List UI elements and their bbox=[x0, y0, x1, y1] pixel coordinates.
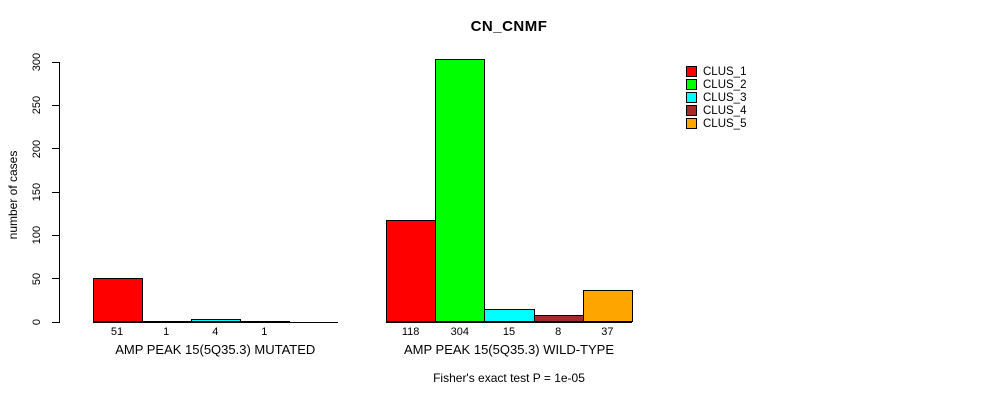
legend-item-clus_3: CLUS_3 bbox=[686, 91, 746, 104]
bar-clus_4 bbox=[239, 321, 290, 323]
legend-item-clus_2: CLUS_2 bbox=[686, 78, 746, 91]
bar-clus_1 bbox=[386, 219, 437, 322]
y-tick bbox=[52, 104, 59, 106]
y-tick bbox=[52, 148, 59, 150]
bar-value-label: 118 bbox=[401, 326, 420, 338]
legend-swatch-clus_3 bbox=[686, 92, 697, 103]
group-axis-label: AMP PEAK 15(5Q35.3) WILD-TYPE bbox=[404, 342, 614, 357]
bar-value-label: 51 bbox=[110, 326, 124, 338]
y-tick bbox=[52, 278, 59, 280]
legend-label: CLUS_2 bbox=[703, 78, 747, 91]
bar-value-label: 15 bbox=[502, 326, 516, 338]
legend-label: CLUS_5 bbox=[703, 117, 747, 130]
y-tick bbox=[52, 234, 59, 236]
y-tick bbox=[52, 61, 59, 63]
bar-value-label: 37 bbox=[601, 326, 614, 338]
legend-label: CLUS_3 bbox=[703, 91, 747, 104]
bar-clus_5 bbox=[582, 289, 633, 322]
legend-swatch-clus_2 bbox=[686, 79, 697, 90]
y-tick bbox=[52, 321, 59, 323]
legend-item-clus_5: CLUS_5 bbox=[686, 117, 746, 130]
group-axis-label: AMP PEAK 15(5Q35.3) MUTATED bbox=[115, 342, 316, 357]
bar-value-label: 304 bbox=[450, 326, 469, 338]
bar-value-label: 1 bbox=[261, 326, 268, 338]
fisher-test-label: Fisher's exact test P = 1e-05 bbox=[433, 371, 585, 385]
legend-item-clus_1: CLUS_1 bbox=[686, 65, 746, 78]
y-tick bbox=[52, 191, 59, 193]
bar-clus_2 bbox=[435, 58, 486, 322]
bar-value-label: 8 bbox=[555, 326, 562, 338]
group-baseline bbox=[92, 322, 338, 323]
bar-clus_2 bbox=[141, 321, 192, 323]
legend-swatch-clus_1 bbox=[686, 66, 697, 77]
y-axis-line bbox=[59, 62, 60, 323]
bar-value-label: 4 bbox=[212, 326, 219, 338]
legend-label: CLUS_1 bbox=[703, 65, 747, 78]
legend-swatch-clus_4 bbox=[686, 105, 697, 116]
bar-clus_3 bbox=[190, 318, 241, 322]
legend-label: CLUS_4 bbox=[703, 104, 747, 117]
group-baseline bbox=[386, 322, 632, 323]
chart-title: CN_CNMF bbox=[470, 18, 548, 35]
legend-item-clus_4: CLUS_4 bbox=[686, 104, 746, 117]
bar-value-label: 1 bbox=[163, 326, 170, 338]
legend-swatch-clus_5 bbox=[686, 118, 697, 129]
bar-clus_1 bbox=[92, 277, 143, 322]
